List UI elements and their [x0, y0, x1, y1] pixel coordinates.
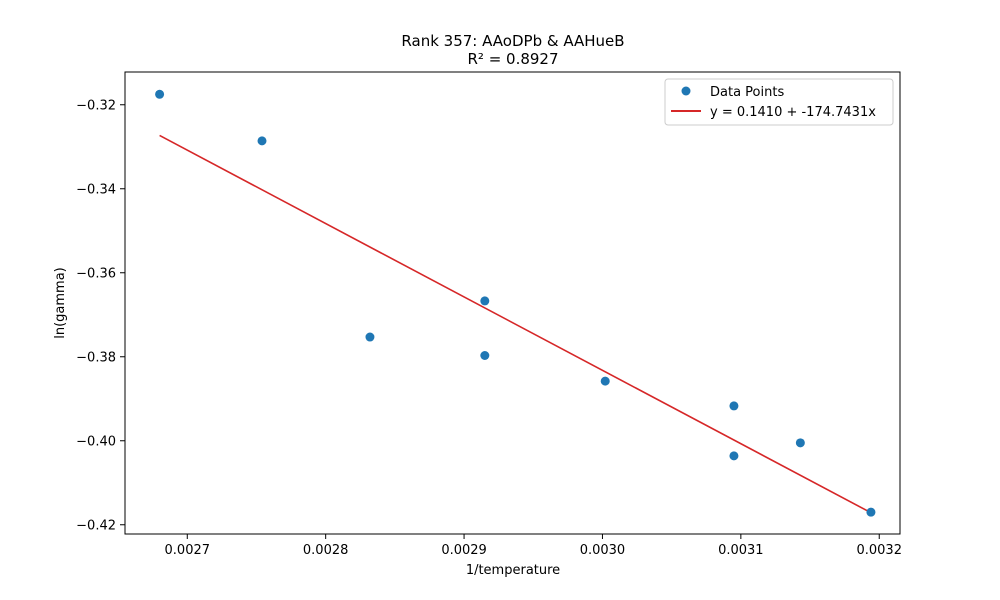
plot-area	[124, 71, 901, 535]
data-point	[155, 89, 165, 99]
data-point	[795, 438, 805, 448]
x-tick-label: 0.0027	[165, 543, 211, 558]
data-point	[365, 332, 375, 342]
legend: Data Points y = 0.1410 + -174.7431x	[664, 78, 894, 126]
data-point	[480, 351, 490, 360]
y-tick-label: −0.38	[76, 350, 116, 365]
data-points-layer	[155, 89, 876, 517]
y-tick-label: −0.34	[76, 182, 116, 197]
x-tick-label: 0.0029	[441, 543, 487, 558]
legend-label-regression-line: y = 0.1410 + -174.7431x	[710, 105, 876, 120]
data-point	[729, 451, 739, 461]
legend-marker-data-points	[681, 86, 691, 96]
x-tick-label: 0.0028	[303, 543, 349, 558]
x-tick-label: 0.0031	[718, 543, 764, 558]
x-axis-label: 1/temperature	[466, 563, 560, 578]
data-point	[257, 136, 267, 146]
chart-title: Rank 357: AAoDPb & AAHueB	[401, 32, 624, 50]
data-point	[866, 507, 876, 517]
regression-line-layer	[159, 134, 872, 514]
y-tick-label: −0.36	[76, 266, 116, 281]
y-tick-label: −0.32	[76, 98, 116, 113]
y-tick-label: −0.42	[76, 518, 116, 533]
x-tick-label: 0.0032	[856, 543, 902, 558]
data-point	[600, 376, 610, 386]
legend-label-data-points: Data Points	[710, 85, 784, 100]
plot-frame	[124, 71, 901, 535]
data-point	[729, 401, 739, 411]
data-point	[480, 296, 490, 306]
x-tick-label: 0.0030	[580, 543, 626, 558]
regression-line	[159, 134, 872, 514]
y-axis: −0.42 −0.40 −0.38 −0.36 −0.34 −0.32	[76, 98, 125, 533]
x-axis: 0.0027 0.0028 0.0029 0.0030 0.0031 0.0032	[165, 534, 902, 558]
chart-subtitle: R² = 0.8927	[467, 50, 558, 68]
y-axis-label: ln(gamma)	[53, 267, 68, 339]
legend-box	[664, 78, 894, 126]
y-tick-label: −0.40	[76, 434, 116, 449]
